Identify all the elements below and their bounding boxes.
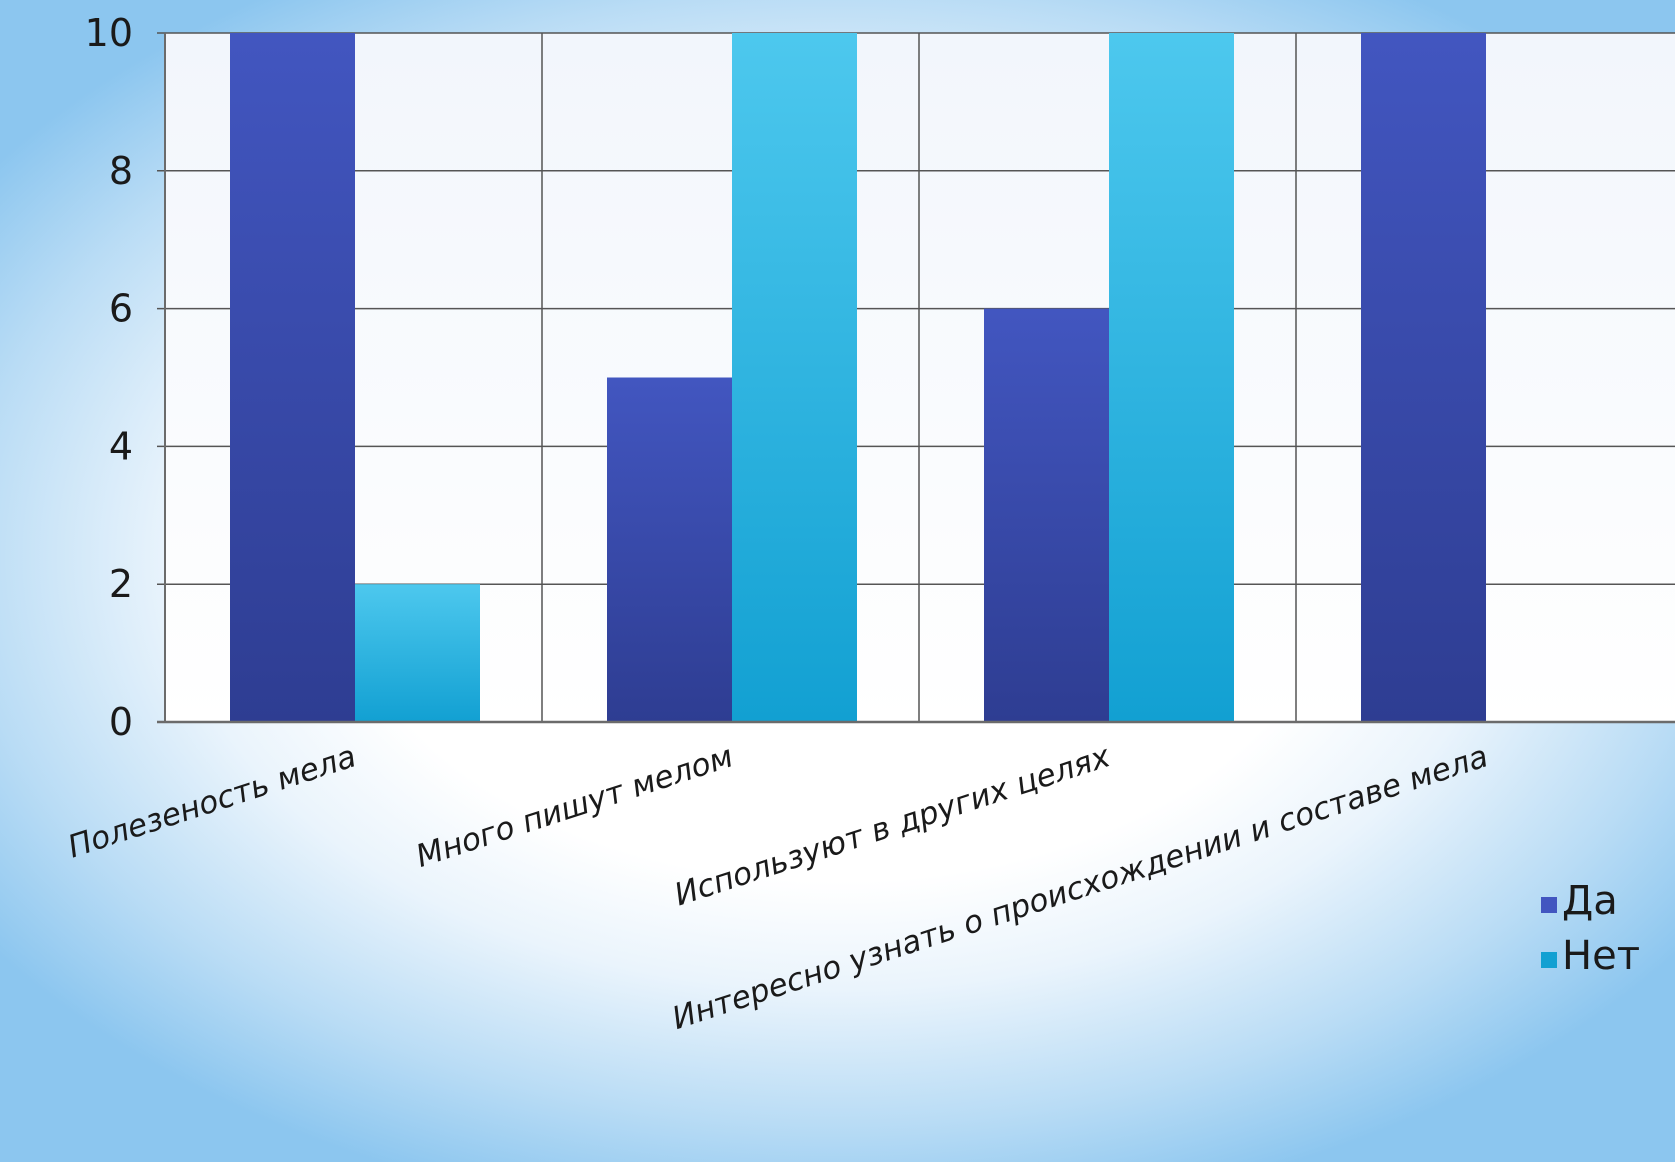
y-tick-labels: 0 2 4 6 8 10 <box>85 11 133 744</box>
y-tick-label-4: 4 <box>109 424 133 468</box>
bar-da-1 <box>607 377 732 722</box>
y-tick-label-8: 8 <box>109 149 133 193</box>
bar-da-0 <box>230 33 355 722</box>
y-tick-label-2: 2 <box>109 562 133 606</box>
legend-swatch-da <box>1541 897 1557 913</box>
category-labels: Полезеность мела Много пишут меломИспольз… <box>64 738 1493 1037</box>
bar-net-1 <box>732 33 857 722</box>
category-label-1: Много пишут мелом <box>412 738 738 874</box>
y-tick-label-6: 6 <box>109 287 133 331</box>
bar-net-0 <box>355 584 480 722</box>
legend: Да Нет <box>1541 878 1640 979</box>
axes <box>157 33 1675 724</box>
y-tick-label-10: 10 <box>85 11 133 55</box>
y-tick-label-0: 0 <box>109 700 133 744</box>
legend-swatch-net <box>1541 952 1557 968</box>
category-label-0: Полезеность мела <box>64 738 361 865</box>
bar-da-2 <box>984 308 1109 722</box>
legend-label-net: Нет <box>1562 933 1640 979</box>
bar-net-2 <box>1109 33 1234 722</box>
legend-label-da: Да <box>1562 878 1618 924</box>
bar-da-3 <box>1361 33 1486 722</box>
bars <box>230 33 1486 722</box>
